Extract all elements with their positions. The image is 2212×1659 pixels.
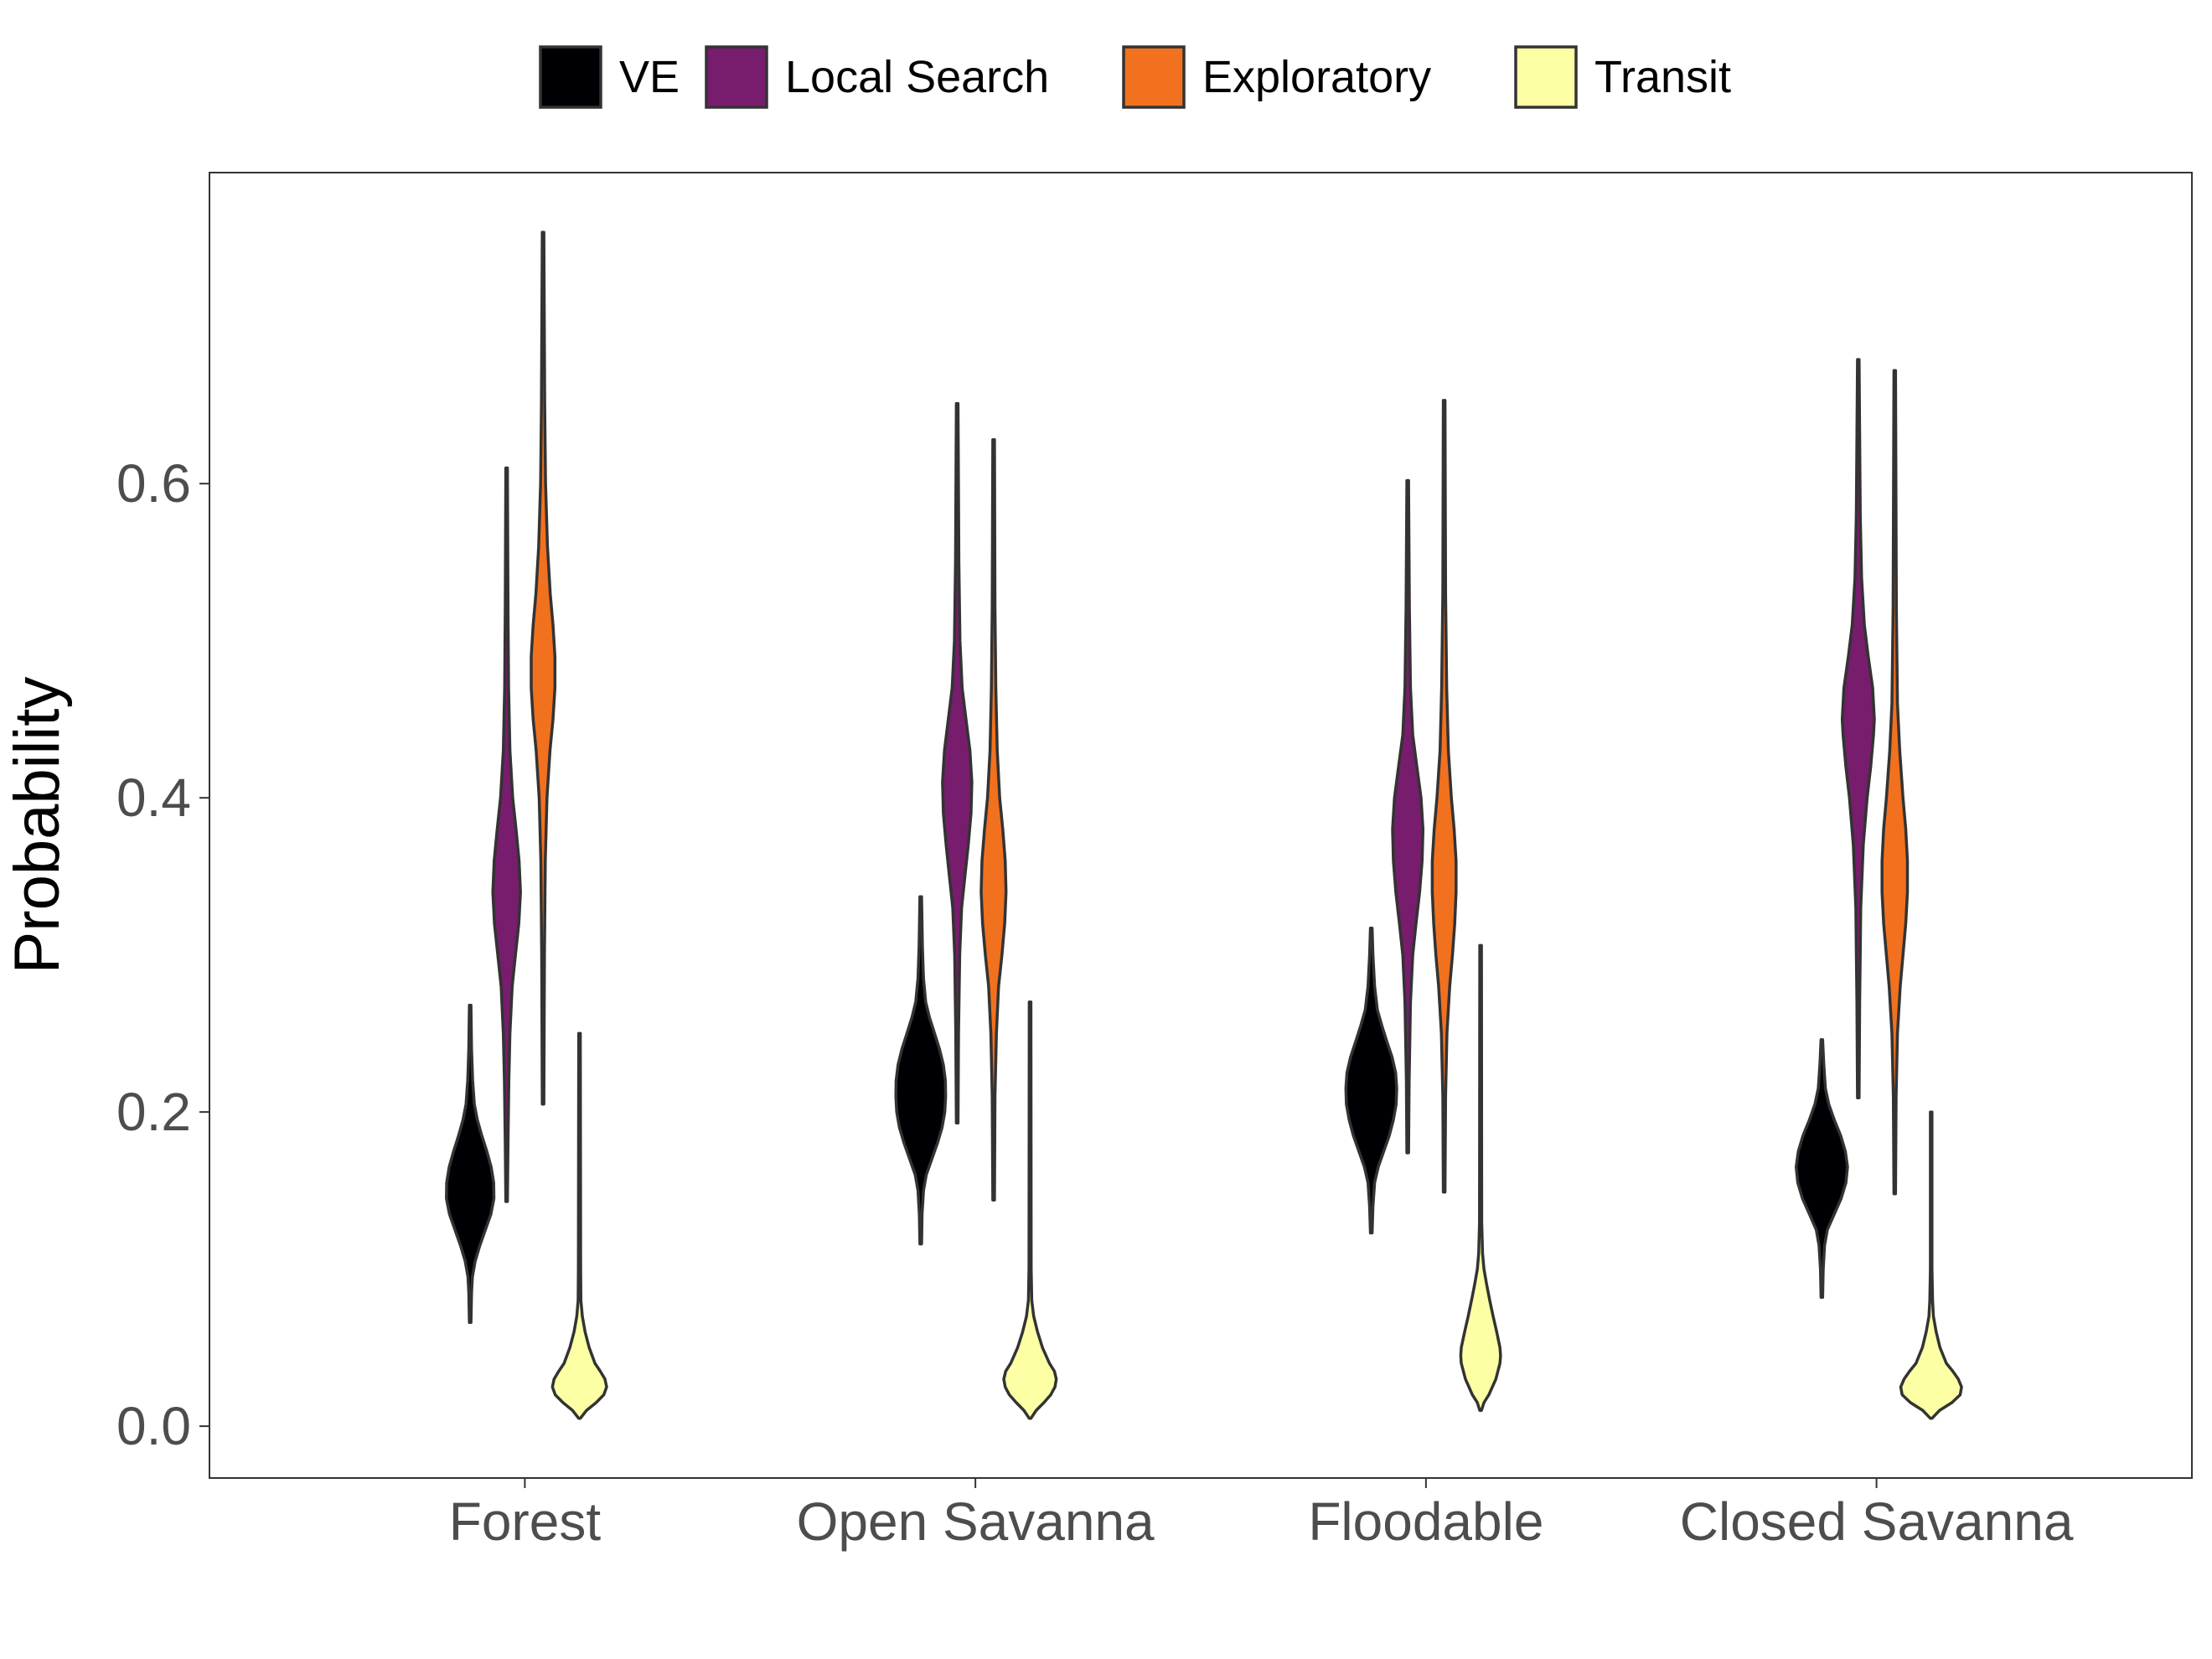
y-tick-label: 0.0	[116, 1396, 191, 1456]
violin-local-search-open-savanna	[941, 401, 974, 1125]
x-axis: Forest Open Savanna Floodable Closed Savann…	[449, 1478, 2074, 1552]
legend-key-exploratory	[1122, 45, 1186, 109]
legend-label: Exploratory	[1202, 52, 1431, 102]
violin-ve-open-savanna	[894, 895, 948, 1246]
violin-exploratory-floodable	[1430, 399, 1458, 1194]
y-tick-label: 0.6	[116, 453, 191, 514]
legend-key-local-search	[705, 45, 768, 109]
y-tick-label: 0.4	[116, 767, 191, 828]
legend-key-transit	[1514, 45, 1578, 109]
legend-key-ve	[539, 45, 602, 109]
legend-label: Local Search	[785, 52, 1049, 102]
violin-ve-closed-savanna	[1794, 1038, 1849, 1300]
violin-local-search-closed-savanna	[1840, 358, 1876, 1100]
x-tick-label: Closed Savanna	[1680, 1491, 2074, 1552]
violin-ve-floodable	[1344, 927, 1398, 1235]
violin-local-search-floodable	[1391, 478, 1425, 1155]
legend-label: VE	[619, 52, 680, 102]
y-axis: 0.0 0.2 0.4 0.6	[116, 453, 209, 1456]
violin-ve-forest	[445, 1003, 496, 1325]
x-tick-label: Floodable	[1308, 1491, 1543, 1552]
legend-label: Transit	[1594, 52, 1731, 102]
legend: VE Local Search Exploratory Transit	[539, 45, 1731, 109]
violin-transit-open-savanna	[1002, 1000, 1058, 1420]
violin-exploratory-open-savanna	[979, 437, 1008, 1202]
x-tick-label: Forest	[449, 1491, 602, 1552]
violin-transit-closed-savanna	[1899, 1110, 1963, 1420]
violin-transit-floodable	[1459, 943, 1502, 1413]
violin-transit-forest	[550, 1031, 608, 1420]
x-tick-label: Open Savanna	[797, 1491, 1155, 1552]
violins	[445, 230, 1963, 1420]
y-axis-title: Probability	[2, 677, 73, 974]
violin-exploratory-forest	[530, 230, 557, 1106]
y-tick-label: 0.2	[116, 1082, 191, 1142]
violin-local-search-forest	[491, 466, 522, 1203]
violin-exploratory-closed-savanna	[1880, 369, 1910, 1196]
